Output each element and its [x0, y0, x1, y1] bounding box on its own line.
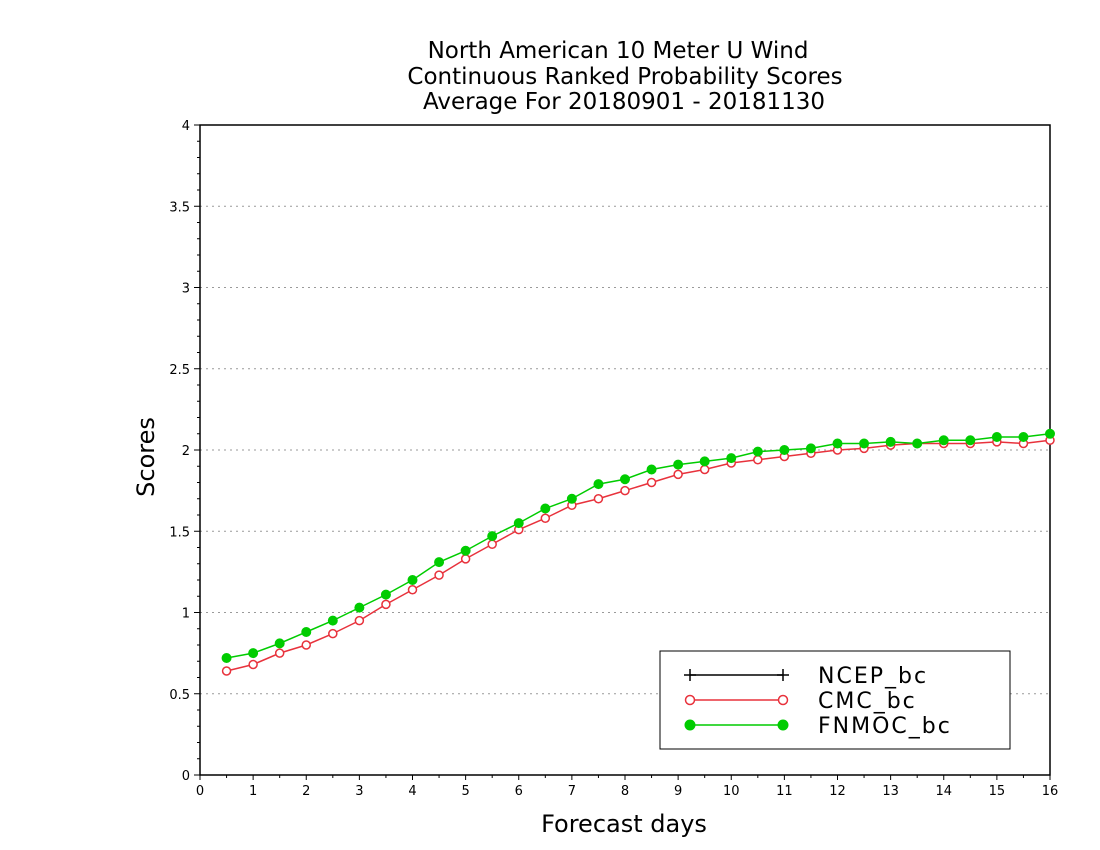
data-point-FNMOC_bc: [301, 627, 312, 637]
data-point-CMC_bc: [699, 464, 710, 475]
data-point-FNMOC_bc: [726, 453, 737, 464]
y-tick-label: 3.5: [169, 200, 190, 215]
x-tick-label: 4: [408, 784, 416, 799]
data-point-FNMOC_bc: [593, 479, 604, 490]
data-point-CMC_bc: [381, 599, 391, 610]
data-point-CMC_bc: [460, 554, 471, 564]
x-tick-label: 2: [302, 784, 310, 799]
data-point-FNMOC_bc: [620, 474, 630, 485]
data-point-CMC_bc: [753, 455, 763, 465]
data-point-FNMOC_bc: [566, 493, 577, 504]
data-point-FNMOC_bc: [248, 648, 259, 659]
y-tick-label: 1: [182, 607, 190, 622]
data-point-FNMOC_bc: [779, 445, 790, 455]
y-tick-label: 2: [182, 444, 190, 459]
x-tick-label: 13: [882, 784, 899, 799]
data-point-FNMOC_bc: [859, 438, 870, 449]
chart-title-line-3: Average For 20180901 - 20181130: [423, 89, 825, 115]
data-point-CMC_bc: [434, 570, 444, 580]
data-point-FNMOC_bc: [912, 438, 923, 449]
x-tick-label: 12: [829, 784, 846, 799]
data-point-FNMOC_bc: [699, 456, 710, 467]
legend-marker-CMC_bc: [777, 694, 789, 706]
data-point-FNMOC_bc: [354, 602, 365, 613]
x-tick-label: 7: [568, 784, 576, 799]
x-tick-label: 0: [196, 784, 204, 799]
y-tick-label: 0: [182, 769, 190, 784]
y-tick-label: 4: [182, 119, 190, 134]
y-tick-label: 0.5: [169, 688, 190, 703]
x-tick-label: 3: [355, 784, 363, 799]
legend-label-CMC_bc: CMC_bc: [818, 689, 917, 714]
data-point-FNMOC_bc: [540, 503, 551, 514]
x-tick-label: 14: [935, 784, 952, 799]
data-point-FNMOC_bc: [407, 575, 418, 585]
data-point-CMC_bc: [328, 628, 338, 639]
x-tick-label: 16: [1042, 784, 1059, 799]
y-axis-ticks: 0 0.5 1 1.5 2 2.5 3 3.5 4: [169, 119, 200, 784]
data-point-FNMOC_bc: [991, 432, 1002, 442]
data-point-FNMOC_bc: [487, 531, 498, 542]
legend-marker-FNMOC_bc: [684, 719, 696, 731]
data-point-CMC_bc: [301, 640, 311, 650]
y-tick-label: 3: [182, 282, 190, 297]
data-point-CMC_bc: [593, 494, 604, 504]
x-tick-label: 8: [621, 784, 629, 799]
data-point-FNMOC_bc: [673, 459, 684, 470]
data-point-CMC_bc: [274, 648, 285, 658]
x-tick-label: 1: [249, 784, 257, 799]
data-point-CMC_bc: [673, 469, 683, 480]
legend-label-FNMOC_bc: FNMOC_bc: [818, 714, 952, 739]
data-point-FNMOC_bc: [434, 557, 445, 568]
data-point-FNMOC_bc: [513, 518, 524, 529]
y-tick-label: 2.5: [169, 363, 190, 378]
data-point-FNMOC_bc: [460, 545, 471, 556]
data-point-FNMOC_bc: [752, 446, 763, 457]
chart-title-line-1: North American 10 Meter U Wind: [428, 38, 809, 64]
data-point-FNMOC_bc: [274, 638, 285, 649]
x-tick-label: 9: [674, 784, 682, 799]
legend-label-NCEP_bc: NCEP_bc: [818, 664, 928, 689]
data-point-CMC_bc: [354, 615, 365, 626]
data-point-CMC_bc: [540, 513, 551, 523]
data-point-FNMOC_bc: [327, 615, 338, 626]
data-point-FNMOC_bc: [965, 435, 976, 446]
chart-title-line-2: Continuous Ranked Probability Scores: [407, 64, 842, 90]
x-tick-label: 5: [461, 784, 469, 799]
data-point-CMC_bc: [487, 539, 497, 549]
data-point-FNMOC_bc: [805, 443, 816, 454]
x-tick-label: 6: [515, 784, 523, 799]
data-point-CMC_bc: [646, 477, 657, 488]
y-tick-label: 1.5: [169, 525, 190, 540]
legend-marker-FNMOC_bc: [777, 719, 789, 731]
x-tick-label: 11: [776, 784, 793, 799]
y-axis-label: Scores: [132, 417, 160, 497]
data-point-FNMOC_bc: [832, 438, 843, 449]
data-point-FNMOC_bc: [221, 653, 232, 663]
data-point-FNMOC_bc: [938, 435, 949, 446]
data-point-FNMOC_bc: [646, 464, 657, 475]
data-point-FNMOC_bc: [885, 436, 896, 447]
x-axis-ticks: 0 1 2 3 4 5 6 7 8 9 10 11 12 13 14 15 16: [196, 775, 1058, 799]
data-point-FNMOC_bc: [1045, 428, 1055, 439]
x-tick-label: 15: [989, 784, 1006, 799]
series-lines: [221, 428, 1055, 676]
data-point-CMC_bc: [407, 585, 418, 595]
data-point-CMC_bc: [620, 485, 630, 496]
x-axis-label: Forecast days: [541, 810, 707, 838]
x-tick-label: 10: [723, 784, 740, 799]
data-point-CMC_bc: [221, 666, 232, 676]
data-point-FNMOC_bc: [380, 589, 391, 600]
data-point-CMC_bc: [248, 659, 258, 670]
data-point-FNMOC_bc: [1018, 432, 1029, 442]
legend-marker-CMC_bc: [684, 694, 696, 706]
grid-lines: [200, 205, 1050, 695]
